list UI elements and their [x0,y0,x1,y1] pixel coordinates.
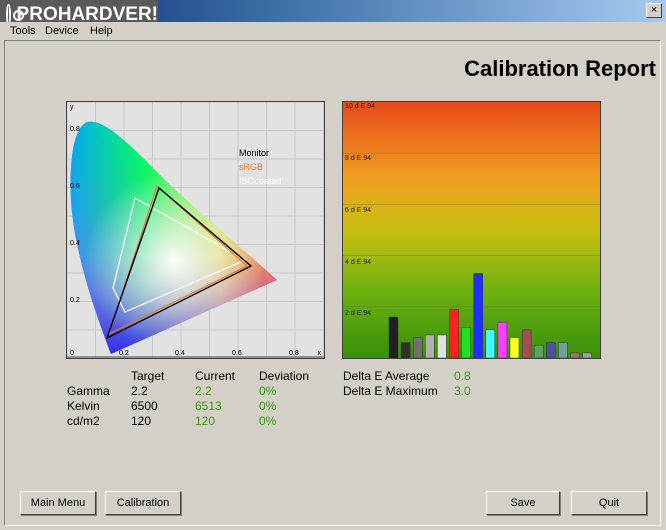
delta-e-bar [533,344,544,359]
de-y-tick: 6 d E 94 [345,207,372,214]
delta-avg-label: Delta E Average [343,369,430,383]
title-bar [0,0,666,22]
row-label-gamma: Gamma [67,384,110,398]
luminance-deviation: 0% [259,414,277,428]
cie-y-tick: 0.8 [70,126,80,133]
luminance-target: 120 [131,414,152,428]
delta-e-bar [449,309,459,359]
menu-help[interactable]: Help [90,25,113,37]
page-title: Calibration Report [464,56,656,81]
kelvin-current: 6513 [195,399,222,413]
cie-x-label: x [317,350,322,357]
gamma-current: 2.2 [195,384,212,398]
row-label-kelvin: Kelvin [67,399,100,413]
delta-e-bar [497,321,508,359]
main-menu-button[interactable]: Main Menu [20,491,96,515]
gamma-target: 2.2 [131,384,148,398]
cie-diagram: y x 0.8 0.6 0.4 0.2 0 0.2 0.4 0.6 0.8 Mo… [66,101,325,359]
cie-y-tick: 0.6 [70,183,80,190]
delta-e-bar [412,337,423,359]
menu-device[interactable]: Device [45,25,79,37]
gamma-deviation: 0% [259,384,277,398]
kelvin-target: 6500 [131,399,158,413]
menu-bar: Tools Device Help [0,22,666,40]
cie-x-tick: 0.8 [289,350,299,357]
delta-e-bar [485,329,496,359]
kelvin-deviation: 0% [259,399,277,413]
delta-e-bar [509,337,520,359]
srgb-gamut [107,184,249,336]
delta-e-bar [388,316,399,359]
de-y-tick: 4 d E 94 [345,259,372,266]
client-area [4,40,661,526]
header-target: Target [131,369,165,383]
delta-max-label: Delta E Maximum [343,384,438,398]
header-current: Current [195,369,236,383]
cie-x-tick: 0.2 [119,350,129,357]
delta-e-bar [558,342,568,359]
watermark-text: PROHARDVER! [16,4,158,25]
delta-e-bar [473,273,483,359]
quit-button[interactable]: Quit [571,491,647,515]
cie-y-tick: 0.2 [70,297,80,304]
cie-svg [66,101,324,359]
delta-e-chart: 10 d E 94 8 d E 94 6 d E 94 4 d E 94 2 d… [342,101,601,359]
close-button[interactable]: × [646,3,662,18]
cie-y-tick: 0 [70,350,74,357]
de-y-tick: 10 d E 94 [345,103,375,110]
luminance-current: 120 [195,414,216,428]
delta-e-bar [437,334,447,359]
de-y-tick: 2 d E 94 [345,310,372,317]
cie-x-tick: 0.6 [232,350,242,357]
monitor-gamut [105,186,253,340]
row-label-luminance: cd/m2 [67,414,100,428]
legend-monitor: Monitor [239,148,270,158]
legend-srgb: sRGB [239,162,264,172]
delta-e-svg [343,102,600,359]
calibration-button[interactable]: Calibration [105,491,181,515]
de-y-tick: 8 d E 94 [345,155,372,162]
isocoated-gamut [112,197,247,313]
menu-tools[interactable]: Tools [10,25,36,37]
delta-e-bar [521,329,532,359]
delta-e-bar [461,327,471,359]
delta-e-bar [570,352,580,359]
cie-x-tick: 0.4 [175,350,185,357]
delta-e-bar [425,334,435,359]
cie-y-label: y [70,104,74,111]
save-button[interactable]: Save [486,491,560,515]
delta-e-bar [400,342,411,359]
cie-y-tick: 0.4 [70,240,80,247]
delta-e-bar [582,352,592,359]
legend-isocoated: ISOcoated [239,176,282,186]
delta-e-bar [546,342,556,359]
header-deviation: Deviation [259,369,310,383]
delta-avg-value: 0.8 [454,369,471,383]
delta-max-value: 3.0 [454,384,471,398]
